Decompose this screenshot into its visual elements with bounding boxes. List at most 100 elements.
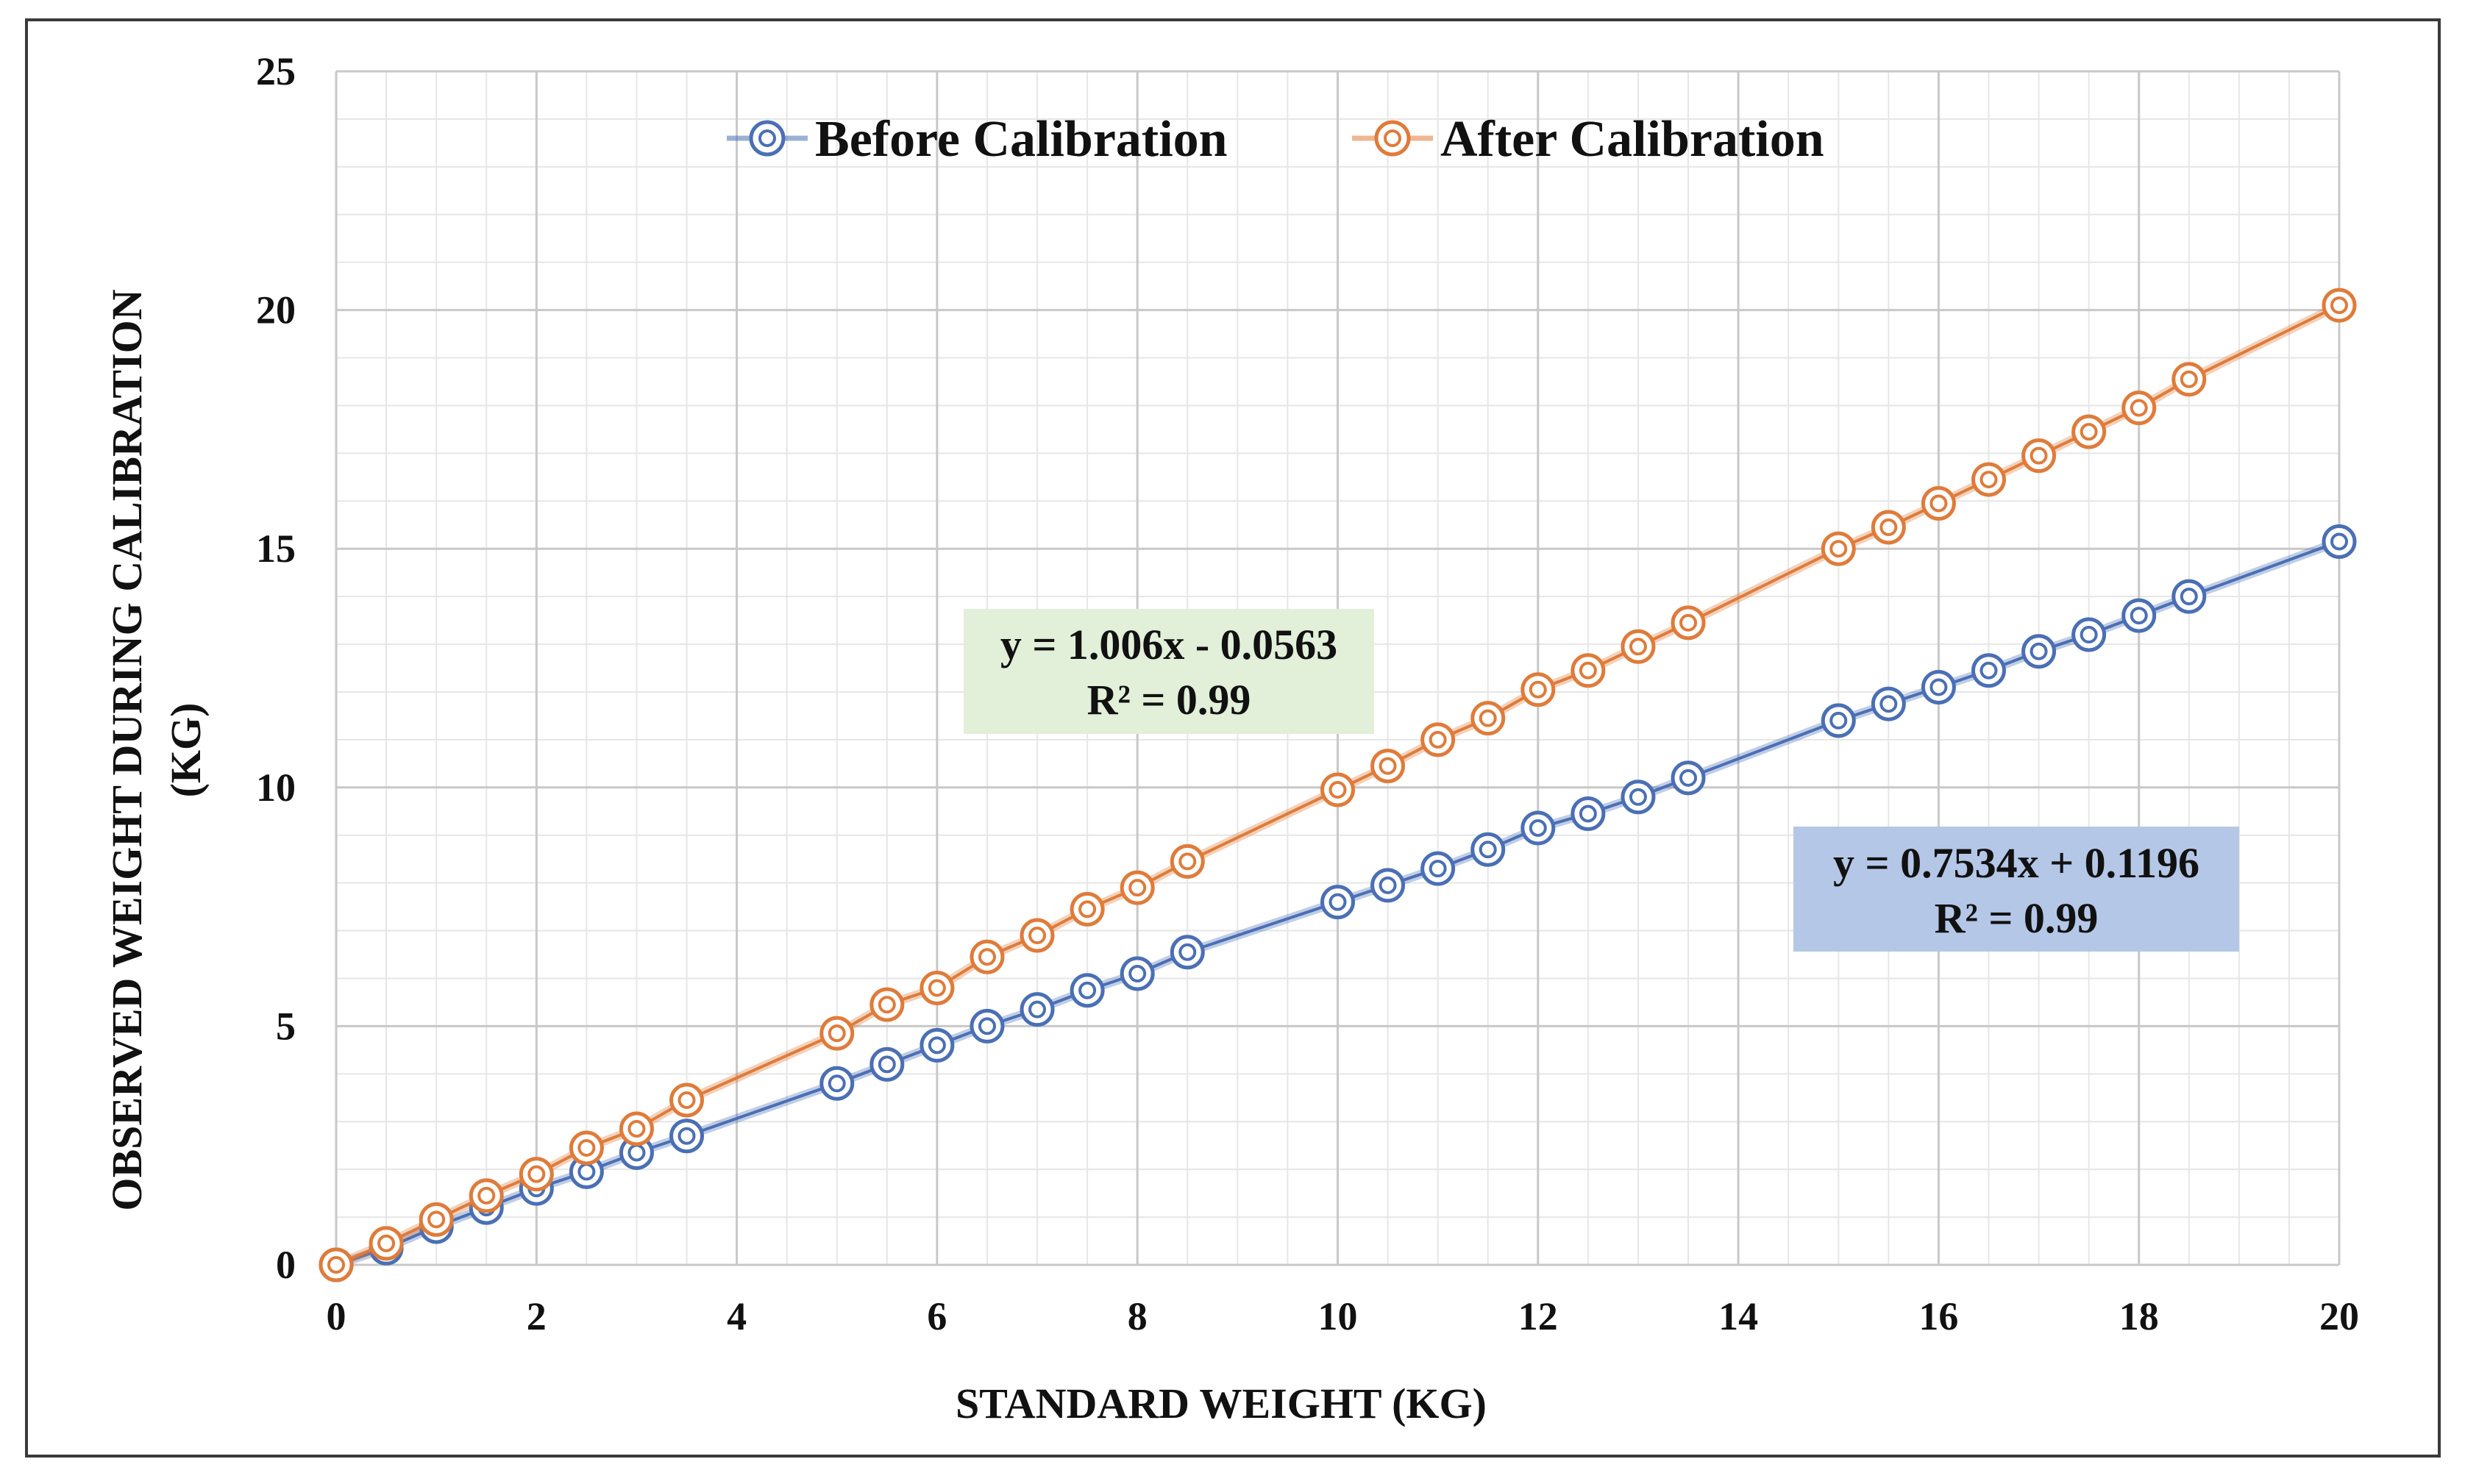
data-point-outer xyxy=(1070,891,1105,927)
data-point-inner xyxy=(2130,607,2148,625)
data-point-outer xyxy=(2171,362,2207,397)
x-axis-title: STANDARD WEIGHT (KG) xyxy=(956,1380,1487,1427)
data-point[interactable] xyxy=(1571,796,1606,832)
y-tick-label: 15 xyxy=(256,527,296,571)
data-point[interactable] xyxy=(1370,868,1406,903)
legend[interactable]: Before Calibration After Calibration xyxy=(727,111,1824,168)
data-point[interactable] xyxy=(920,970,955,1005)
data-point-inner xyxy=(1579,805,1597,823)
data-point[interactable] xyxy=(619,1111,654,1146)
data-point[interactable] xyxy=(2322,288,2357,323)
data-point[interactable] xyxy=(2071,617,2107,652)
data-point[interactable] xyxy=(469,1178,504,1213)
legend-item-after[interactable]: After Calibration xyxy=(1352,111,1824,168)
y-axis-title: OBSERVED WEIGHT DURING CALIBRATION (KG) xyxy=(103,289,210,1210)
data-point[interactable] xyxy=(869,987,905,1022)
data-point-outer xyxy=(1520,810,1556,846)
data-point[interactable] xyxy=(1020,992,1055,1027)
x-tick-label: 16 xyxy=(1918,1294,1958,1338)
data-point-inner xyxy=(477,1186,496,1205)
data-point[interactable] xyxy=(1520,672,1556,707)
data-point-outer xyxy=(1120,956,1155,991)
data-point[interactable] xyxy=(1370,749,1406,784)
data-point[interactable] xyxy=(2121,598,2157,633)
data-point-inner xyxy=(427,1210,446,1229)
data-point[interactable] xyxy=(1120,870,1155,905)
data-point[interactable] xyxy=(1020,918,1055,953)
data-point[interactable] xyxy=(1320,885,1355,920)
data-point[interactable] xyxy=(869,1046,905,1082)
data-point[interactable] xyxy=(319,1247,354,1283)
data-point-inner xyxy=(1028,927,1047,945)
legend-before-marker-outer xyxy=(749,120,786,157)
data-point-inner xyxy=(1178,943,1197,961)
data-point[interactable] xyxy=(1971,462,2006,497)
data-point[interactable] xyxy=(1420,722,1456,757)
data-point[interactable] xyxy=(569,1130,604,1166)
data-point-outer xyxy=(1520,672,1556,707)
data-point-inner xyxy=(1879,695,1898,713)
data-point-outer xyxy=(1821,531,1856,566)
data-point[interactable] xyxy=(369,1226,404,1261)
data-point[interactable] xyxy=(1871,686,1906,721)
data-point[interactable] xyxy=(669,1119,705,1154)
data-point-outer xyxy=(1420,851,1456,886)
data-point[interactable] xyxy=(1170,843,1205,879)
data-point[interactable] xyxy=(1420,851,1456,886)
data-point[interactable] xyxy=(2071,414,2107,449)
data-point[interactable] xyxy=(970,939,1005,974)
data-point[interactable] xyxy=(1170,935,1205,970)
data-point[interactable] xyxy=(1470,701,1506,736)
data-point[interactable] xyxy=(1520,810,1556,846)
data-point[interactable] xyxy=(1070,973,1105,1008)
legend-after-label: After Calibration xyxy=(1440,111,1824,168)
data-point[interactable] xyxy=(819,1016,855,1051)
data-point-inner xyxy=(1929,494,1948,513)
data-point[interactable] xyxy=(519,1157,554,1192)
data-point-inner xyxy=(1879,518,1898,536)
data-point[interactable] xyxy=(819,1066,855,1101)
data-point[interactable] xyxy=(1070,891,1105,927)
data-point-outer xyxy=(1971,462,2006,497)
data-point[interactable] xyxy=(2171,579,2207,614)
data-point-inner xyxy=(627,1119,646,1138)
data-point[interactable] xyxy=(1571,653,1606,688)
data-point[interactable] xyxy=(1671,760,1706,796)
data-point-inner xyxy=(677,1091,696,1110)
data-point[interactable] xyxy=(1871,510,1906,545)
data-point[interactable] xyxy=(1921,669,1956,704)
data-point[interactable] xyxy=(1621,629,1656,664)
data-point[interactable] xyxy=(2021,634,2057,669)
data-point-outer xyxy=(1971,653,2006,688)
data-point[interactable] xyxy=(1621,780,1656,815)
data-point[interactable] xyxy=(1470,832,1506,867)
data-point[interactable] xyxy=(1921,486,1956,521)
data-point[interactable] xyxy=(1971,653,2006,688)
data-point[interactable] xyxy=(419,1202,454,1237)
data-point-outer xyxy=(1470,832,1506,867)
data-point-inner xyxy=(2180,370,2198,388)
data-point-inner xyxy=(1579,661,1597,679)
legend-before-marker-inner xyxy=(758,129,776,147)
data-point[interactable] xyxy=(1671,605,1706,641)
data-point-inner xyxy=(978,948,996,966)
data-point[interactable] xyxy=(1821,531,1856,566)
legend-item-before[interactable]: Before Calibration xyxy=(727,111,1228,168)
data-point[interactable] xyxy=(970,1008,1005,1044)
data-point[interactable] xyxy=(2322,524,2357,559)
data-point-inner xyxy=(1629,788,1647,806)
data-point[interactable] xyxy=(920,1027,955,1063)
data-point-inner xyxy=(1829,711,1848,729)
data-point-inner xyxy=(828,1074,846,1093)
data-point[interactable] xyxy=(1120,956,1155,991)
data-point-outer xyxy=(419,1202,454,1237)
series-before-calibration xyxy=(319,524,2357,1283)
data-point-inner xyxy=(878,1055,896,1074)
data-point-outer xyxy=(1170,935,1205,970)
data-point[interactable] xyxy=(2021,438,2057,474)
data-point[interactable] xyxy=(1320,772,1355,807)
data-point[interactable] xyxy=(2121,390,2157,426)
data-point[interactable] xyxy=(1821,703,1856,738)
data-point[interactable] xyxy=(669,1082,705,1118)
data-point[interactable] xyxy=(2171,362,2207,397)
